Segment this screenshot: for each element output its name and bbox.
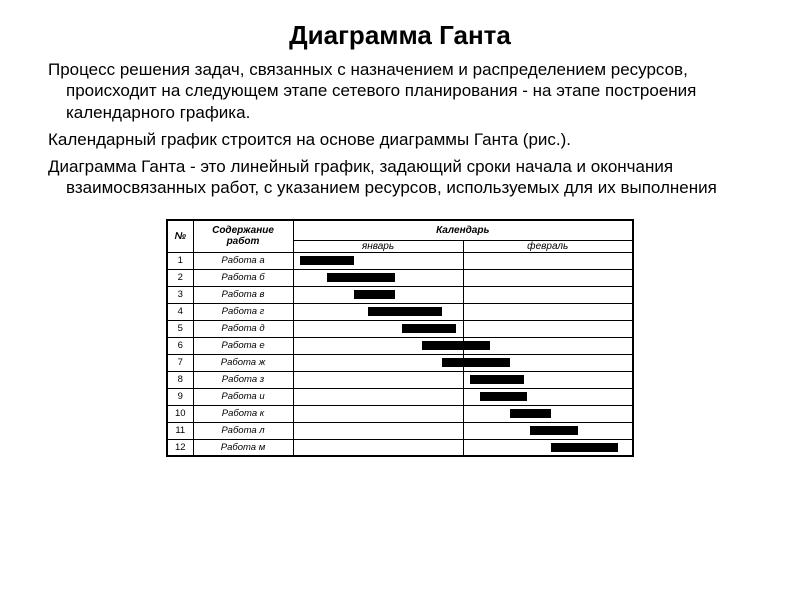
month-divider [463, 389, 464, 405]
bar-cell [293, 439, 633, 456]
bar-cell [293, 405, 633, 422]
bar-cell [293, 269, 633, 286]
gantt-bar [354, 290, 395, 299]
month-divider [463, 440, 464, 456]
row-number: 2 [167, 269, 193, 286]
table-row: 11Работа л [167, 422, 633, 439]
row-label: Работа л [193, 422, 293, 439]
gantt-bar [422, 341, 490, 350]
header-content: Содержание работ [193, 220, 293, 253]
gantt-table: № Содержание работ Календарь январь февр… [166, 219, 634, 458]
gantt-bar [442, 358, 510, 367]
table-row: 10Работа к [167, 405, 633, 422]
bar-track [294, 321, 633, 337]
row-number: 1 [167, 252, 193, 269]
bar-cell [293, 337, 633, 354]
bar-track [294, 389, 633, 405]
row-number: 3 [167, 286, 193, 303]
row-number: 6 [167, 337, 193, 354]
row-label: Работа е [193, 337, 293, 354]
table-row: 6Работа е [167, 337, 633, 354]
gantt-bar [300, 256, 354, 265]
gantt-bar [551, 443, 619, 452]
month-divider [463, 253, 464, 269]
row-label: Работа а [193, 252, 293, 269]
row-number: 4 [167, 303, 193, 320]
table-row: 12Работа м [167, 439, 633, 456]
bar-track [294, 423, 633, 439]
row-number: 12 [167, 439, 193, 456]
row-label: Работа в [193, 286, 293, 303]
row-label: Работа г [193, 303, 293, 320]
row-number: 11 [167, 422, 193, 439]
bar-cell [293, 354, 633, 371]
bar-cell [293, 422, 633, 439]
page-title: Диаграмма Ганта [30, 20, 770, 51]
month-divider [463, 423, 464, 439]
table-row: 1Работа а [167, 252, 633, 269]
bar-track [294, 304, 633, 320]
bar-cell [293, 303, 633, 320]
month-divider [463, 287, 464, 303]
bar-cell [293, 320, 633, 337]
bar-cell [293, 286, 633, 303]
table-row: 2Работа б [167, 269, 633, 286]
month-divider [463, 372, 464, 388]
row-label: Работа з [193, 371, 293, 388]
table-row: 3Работа в [167, 286, 633, 303]
table-row: 8Работа з [167, 371, 633, 388]
bar-cell [293, 371, 633, 388]
month-divider [463, 304, 464, 320]
table-row: 7Работа ж [167, 354, 633, 371]
row-label: Работа и [193, 388, 293, 405]
bar-track [294, 270, 633, 286]
row-number: 8 [167, 371, 193, 388]
header-month-2: февраль [463, 240, 633, 252]
bar-track [294, 406, 633, 422]
row-label: Работа ж [193, 354, 293, 371]
month-divider [463, 406, 464, 422]
gantt-bar [510, 409, 551, 418]
bar-track [294, 372, 633, 388]
header-num: № [167, 220, 193, 253]
bar-track [294, 287, 633, 303]
bar-track [294, 355, 633, 371]
gantt-bar [327, 273, 395, 282]
bar-cell [293, 252, 633, 269]
header-month-1: январь [293, 240, 463, 252]
table-row: 4Работа г [167, 303, 633, 320]
gantt-bar [480, 392, 527, 401]
row-label: Работа к [193, 405, 293, 422]
paragraph-1: Процесс решения задач, связанных с назна… [30, 59, 770, 123]
gantt-bar [530, 426, 577, 435]
paragraph-3: Диаграмма Ганта - это линейный график, з… [30, 156, 770, 199]
row-number: 5 [167, 320, 193, 337]
table-row: 5Работа д [167, 320, 633, 337]
gantt-bar [402, 324, 456, 333]
row-label: Работа д [193, 320, 293, 337]
bar-track [294, 253, 633, 269]
gantt-bar [470, 375, 524, 384]
month-divider [463, 270, 464, 286]
row-label: Работа м [193, 439, 293, 456]
header-calendar: Календарь [293, 220, 633, 241]
row-number: 10 [167, 405, 193, 422]
table-row: 9Работа и [167, 388, 633, 405]
bar-cell [293, 388, 633, 405]
bar-track [294, 338, 633, 354]
paragraph-2: Календарный график строится на основе ди… [30, 129, 770, 150]
gantt-chart-container: № Содержание работ Календарь январь февр… [30, 219, 770, 458]
gantt-bar [368, 307, 442, 316]
bar-track [294, 440, 633, 456]
row-number: 7 [167, 354, 193, 371]
month-divider [463, 321, 464, 337]
row-label: Работа б [193, 269, 293, 286]
row-number: 9 [167, 388, 193, 405]
